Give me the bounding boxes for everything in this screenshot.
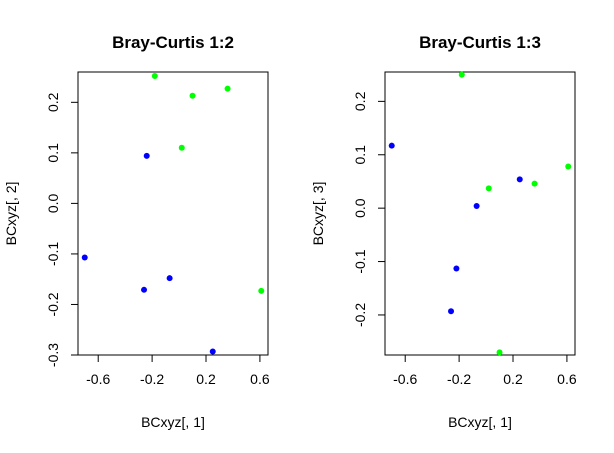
data-point — [516, 176, 523, 183]
data-point — [81, 254, 88, 261]
x-axis-label: BCxyz[, 1] — [448, 414, 512, 430]
series-2 — [458, 71, 572, 356]
data-point — [453, 265, 460, 272]
series-1 — [81, 152, 216, 355]
x-axis: -0.6 -0.2 0.2 0.6 — [86, 355, 270, 387]
y-tick-label: -0.2 — [45, 292, 61, 316]
chart-title: Bray-Curtis 1:3 — [419, 33, 541, 52]
y-tick-label: 0.2 — [352, 91, 368, 111]
series-1 — [388, 142, 523, 315]
y-tick-label: 0.1 — [352, 145, 368, 165]
y-axis-label: BCxyz[, 3] — [310, 182, 326, 246]
y-tick-label: -0.3 — [45, 343, 61, 367]
y-axis: -0.3 -0.2 -0.1 0.0 0.1 0.2 — [45, 92, 78, 367]
data-point — [209, 348, 216, 355]
x-tick-label: -0.2 — [140, 371, 164, 387]
y-tick-label: 0.1 — [45, 143, 61, 163]
y-tick-label: -0.1 — [45, 242, 61, 266]
data-point — [388, 142, 395, 149]
data-point — [565, 163, 572, 170]
y-tick-label: 0.0 — [352, 198, 368, 218]
data-point — [151, 73, 158, 80]
data-point — [531, 180, 538, 187]
x-tick-label: 0.6 — [250, 371, 270, 387]
plot-frame — [384, 71, 576, 356]
x-tick-label: 0.2 — [503, 371, 523, 387]
data-point — [178, 144, 185, 151]
x-tick-label: -0.6 — [393, 371, 417, 387]
x-axis-label: BCxyz[, 1] — [141, 414, 205, 430]
data-point — [189, 92, 196, 99]
x-tick-label: -0.2 — [447, 371, 471, 387]
plot-frame — [77, 71, 269, 356]
data-point — [448, 308, 455, 315]
data-point — [258, 287, 265, 294]
y-tick-label: 0.0 — [45, 193, 61, 213]
y-tick-label: -0.2 — [352, 303, 368, 327]
x-tick-label: 0.2 — [196, 371, 216, 387]
y-axis-label: BCxyz[, 2] — [3, 182, 19, 246]
data-point — [141, 286, 148, 293]
x-tick-label: -0.6 — [86, 371, 110, 387]
y-tick-label: 0.2 — [45, 92, 61, 112]
data-point — [166, 275, 173, 282]
x-tick-label: 0.6 — [557, 371, 577, 387]
data-point — [473, 203, 480, 210]
data-point — [458, 71, 465, 78]
x-axis: -0.6 -0.2 0.2 0.6 — [393, 355, 577, 387]
series-2 — [151, 73, 265, 294]
data-point — [496, 349, 503, 356]
chart-title: Bray-Curtis 1:2 — [112, 33, 234, 52]
y-axis: -0.2 -0.1 0.0 0.1 0.2 — [352, 91, 385, 327]
data-point — [485, 185, 492, 192]
data-point — [224, 85, 231, 92]
y-tick-label: -0.1 — [352, 249, 368, 273]
data-point — [143, 152, 150, 159]
